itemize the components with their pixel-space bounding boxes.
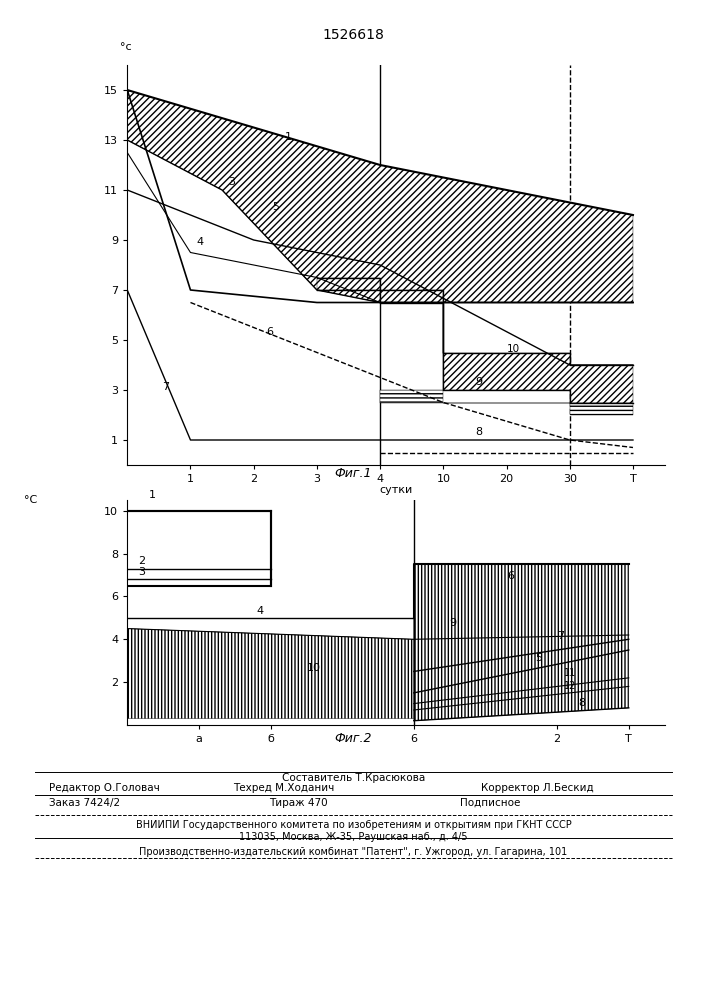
Text: 5: 5: [536, 653, 543, 663]
Text: Корректор Л.Бескид: Корректор Л.Бескид: [481, 783, 593, 793]
Text: Тираж 470: Тираж 470: [269, 798, 327, 808]
Text: 4: 4: [256, 606, 263, 616]
Polygon shape: [380, 390, 633, 415]
Text: 10: 10: [306, 663, 320, 673]
Text: 4: 4: [197, 237, 204, 247]
Text: 3: 3: [138, 567, 145, 577]
Text: 10: 10: [506, 344, 520, 355]
Text: 6: 6: [267, 327, 274, 337]
Text: Производственно-издательский комбинат "Патент", г. Ужгород, ул. Гагарина, 101: Производственно-издательский комбинат "П…: [139, 847, 568, 857]
Text: 113035, Москва, Ж-35, Раушская наб., д. 4/5: 113035, Москва, Ж-35, Раушская наб., д. …: [239, 832, 468, 842]
Text: °C: °C: [24, 495, 37, 505]
Text: 1: 1: [148, 490, 156, 500]
Text: 1526618: 1526618: [322, 28, 385, 42]
Text: 8: 8: [578, 698, 585, 708]
Text: Фиг.2: Фиг.2: [334, 732, 373, 745]
Text: Техред М.Ходанич: Техред М.Ходанич: [233, 783, 334, 793]
Polygon shape: [414, 564, 629, 721]
Text: 2: 2: [138, 556, 145, 566]
Text: Заказ 7424/2: Заказ 7424/2: [49, 798, 121, 808]
Text: °c: °c: [120, 42, 132, 52]
Text: Подписное: Подписное: [460, 798, 520, 808]
Bar: [127, 511, 271, 586]
Text: 7: 7: [557, 631, 564, 641]
Text: 6: 6: [507, 571, 514, 581]
Text: 3: 3: [228, 177, 235, 187]
Text: 11: 11: [564, 668, 576, 678]
Text: 7: 7: [162, 382, 169, 392]
Text: Редактор О.Головач: Редактор О.Головач: [49, 783, 160, 793]
Polygon shape: [127, 90, 633, 302]
Text: 8: 8: [475, 427, 482, 437]
Text: Составитель Т.Красюкова: Составитель Т.Красюкова: [282, 773, 425, 783]
Text: 9: 9: [450, 618, 457, 628]
X-axis label: сутки: сутки: [379, 485, 413, 495]
Text: ВНИИПИ Государственного комитета по изобретениям и открытиям при ГКНТ СССР: ВНИИПИ Государственного комитета по изоб…: [136, 820, 571, 830]
Text: 1: 1: [286, 132, 292, 142]
Text: 9: 9: [475, 377, 482, 387]
Text: Фиг.1: Фиг.1: [334, 467, 373, 480]
Polygon shape: [127, 629, 414, 719]
Text: 5: 5: [273, 202, 280, 212]
Text: 12: 12: [564, 681, 577, 691]
Polygon shape: [317, 277, 633, 402]
